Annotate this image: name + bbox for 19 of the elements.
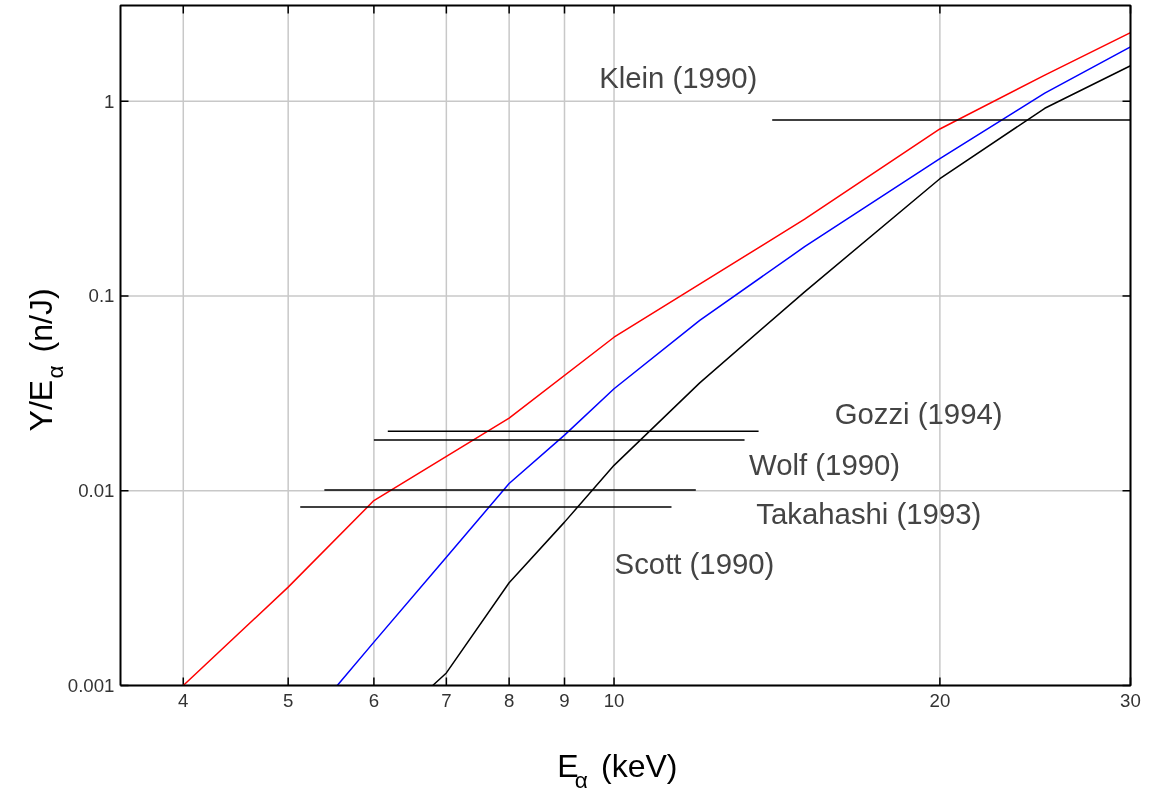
series-label: Wolf (1990)	[749, 447, 901, 481]
x-tick-label: 4	[178, 689, 189, 711]
text: Gozzi (1994)	[834, 396, 1003, 430]
y-tick-label: 0.001	[67, 675, 115, 696]
y-axis-title: Y/Eα (n/J)	[22, 288, 68, 432]
y-tick-label: 0.01	[78, 480, 115, 502]
x-tick-label: 7	[441, 689, 452, 711]
x-tick-label: 6	[368, 689, 380, 711]
x-tick-label: 5	[282, 689, 294, 711]
text: Takahashi (1993)	[756, 497, 982, 531]
x-tick-label: 30	[1120, 689, 1141, 711]
x-tick-label: 9	[559, 689, 570, 711]
y-tick-label: 1	[104, 90, 115, 112]
y-tick-label: 0.1	[88, 285, 115, 307]
x-tick-label: 20	[929, 689, 951, 711]
x-tick-label: 10	[603, 689, 625, 711]
x-tick-label: 8	[503, 689, 515, 711]
series-label: Klein (1990)	[599, 60, 758, 94]
series-label: Scott (1990)	[614, 547, 775, 581]
